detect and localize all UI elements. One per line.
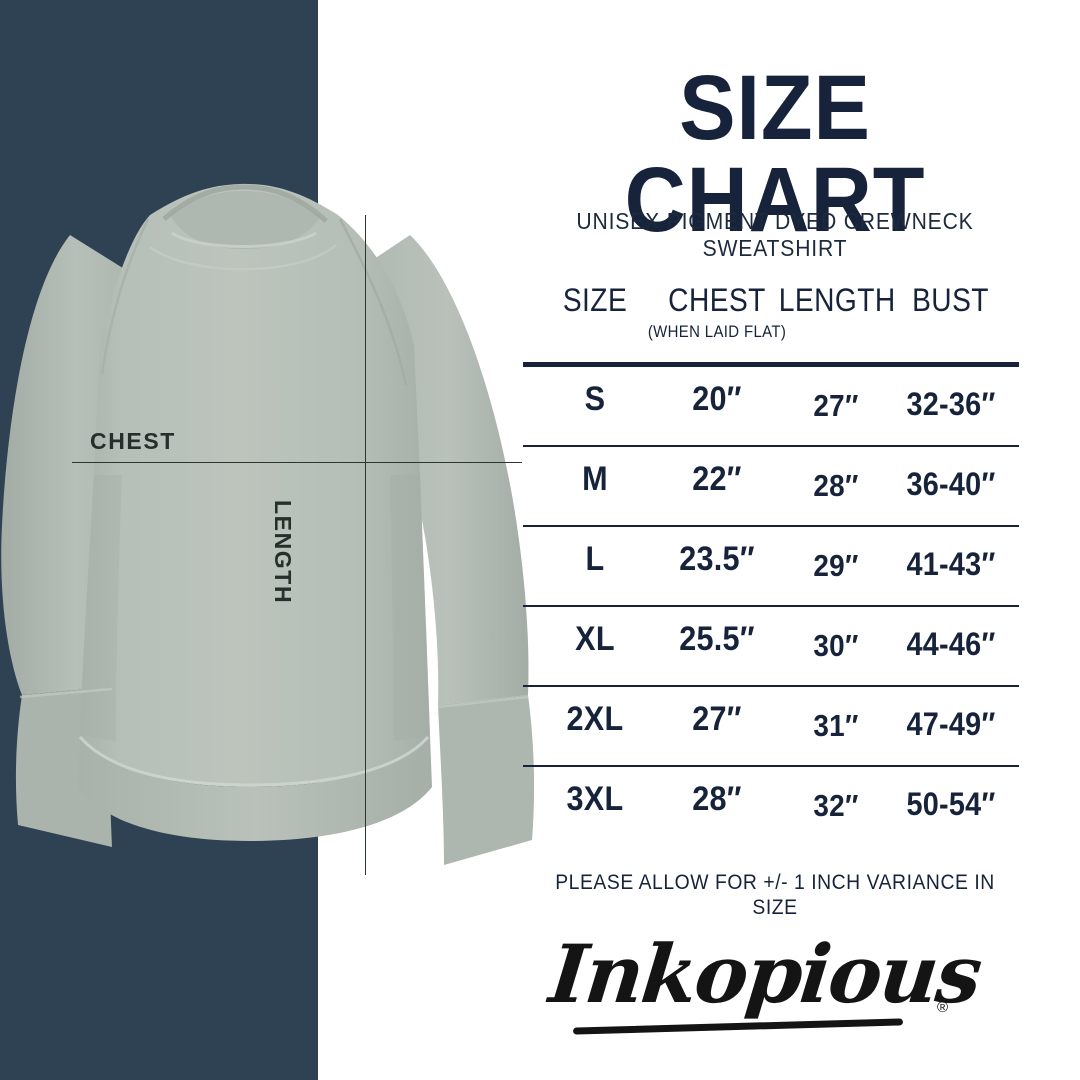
table-row: L 23.5″ 29″ 41-43″ <box>505 527 1045 605</box>
size-table: SIZE CHEST LENGTH BUST (WHEN LAID FLAT) … <box>505 282 1045 845</box>
table-row: M 22″ 28″ 36-40″ <box>505 447 1045 525</box>
page-title: SIZE CHART <box>624 57 926 251</box>
sweatshirt-body <box>80 183 430 787</box>
cell-bust: 50-54″ <box>906 786 996 822</box>
sweatshirt-illustration <box>1 183 535 865</box>
right-cuff <box>438 695 535 865</box>
cell-chest: 20″ <box>692 380 742 418</box>
table-row-divider <box>523 765 1019 767</box>
column-header-bust: BUST <box>912 282 989 318</box>
cell-length: 30″ <box>813 628 859 663</box>
hem-seam-line <box>78 736 430 787</box>
chest-column-note: (WHEN LAID FLAT) <box>647 322 787 341</box>
column-header-chest: CHEST <box>668 282 766 318</box>
cell-length: 32″ <box>813 788 859 823</box>
cell-bust: 47-49″ <box>906 706 996 742</box>
table-row: 2XL 27″ 31″ 47-49″ <box>505 687 1045 765</box>
cell-size: S <box>584 380 606 418</box>
length-measurement-line <box>365 215 366 875</box>
page-subtitle: UNISEX PIGMENT DYED CREWNECK SWEATSHIRT <box>576 208 974 261</box>
registered-trademark-icon: ® <box>937 999 949 1016</box>
cell-size: L <box>585 540 605 578</box>
right-cuff-seam <box>437 695 529 709</box>
column-header-length: LENGTH <box>778 282 896 318</box>
cell-length: 29″ <box>813 548 859 583</box>
table-row-divider <box>523 685 1019 687</box>
table-header-row: SIZE CHEST LENGTH BUST (WHEN LAID FLAT) <box>505 282 1045 362</box>
length-annotation-label: LENGTH <box>270 500 296 605</box>
chart-content-column: SIZE CHART UNISEX PIGMENT DYED CREWNECK … <box>505 0 1080 1080</box>
neck-seam <box>149 244 337 271</box>
cell-size: 2XL <box>566 700 624 738</box>
right-body-shadow <box>390 475 430 741</box>
cell-length: 28″ <box>813 468 859 503</box>
bottom-hem-ribbing <box>78 735 432 841</box>
cell-length: 31″ <box>813 708 859 743</box>
cell-length: 27″ <box>813 388 859 423</box>
table-header-divider <box>523 362 1019 367</box>
brand-logo: Inkopious ® <box>545 915 1005 1045</box>
table-row: S 20″ 27″ 32-36″ <box>505 367 1045 445</box>
table-row-divider <box>523 525 1019 527</box>
cell-chest: 25.5″ <box>679 620 755 658</box>
sweatshirt-product-image <box>0 175 560 915</box>
cell-size: M <box>582 460 608 498</box>
collar-inner-stitch <box>171 231 317 248</box>
table-row-divider <box>523 445 1019 447</box>
brand-logo-text: Inkopious <box>545 927 985 1021</box>
cell-bust: 32-36″ <box>906 386 996 422</box>
collar-outer-edge <box>162 184 328 223</box>
cell-bust: 36-40″ <box>906 466 996 502</box>
table-row: XL 25.5″ 30″ 44-46″ <box>505 607 1045 685</box>
chest-annotation-label: CHEST <box>90 428 176 454</box>
cell-chest: 28″ <box>692 780 742 818</box>
cell-chest: 23.5″ <box>679 540 755 578</box>
cell-chest: 27″ <box>692 700 742 738</box>
table-row: 3XL 28″ 32″ 50-54″ <box>505 767 1045 845</box>
neck-ribbing <box>170 191 320 249</box>
left-cuff-seam <box>19 687 113 699</box>
cell-size: 3XL <box>566 780 624 818</box>
column-header-size: SIZE <box>562 282 628 318</box>
cell-size: XL <box>575 620 615 658</box>
left-shoulder-seam <box>100 218 150 376</box>
chest-measurement-line <box>72 462 522 463</box>
left-body-shadow <box>80 475 122 741</box>
right-shoulder-seam <box>338 218 408 386</box>
table-row-divider <box>523 605 1019 607</box>
variance-disclaimer: PLEASE ALLOW FOR +/- 1 INCH VARIANCE IN … <box>555 870 995 919</box>
cell-bust: 44-46″ <box>906 626 996 662</box>
cell-chest: 22″ <box>692 460 742 498</box>
cell-bust: 41-43″ <box>906 546 996 582</box>
